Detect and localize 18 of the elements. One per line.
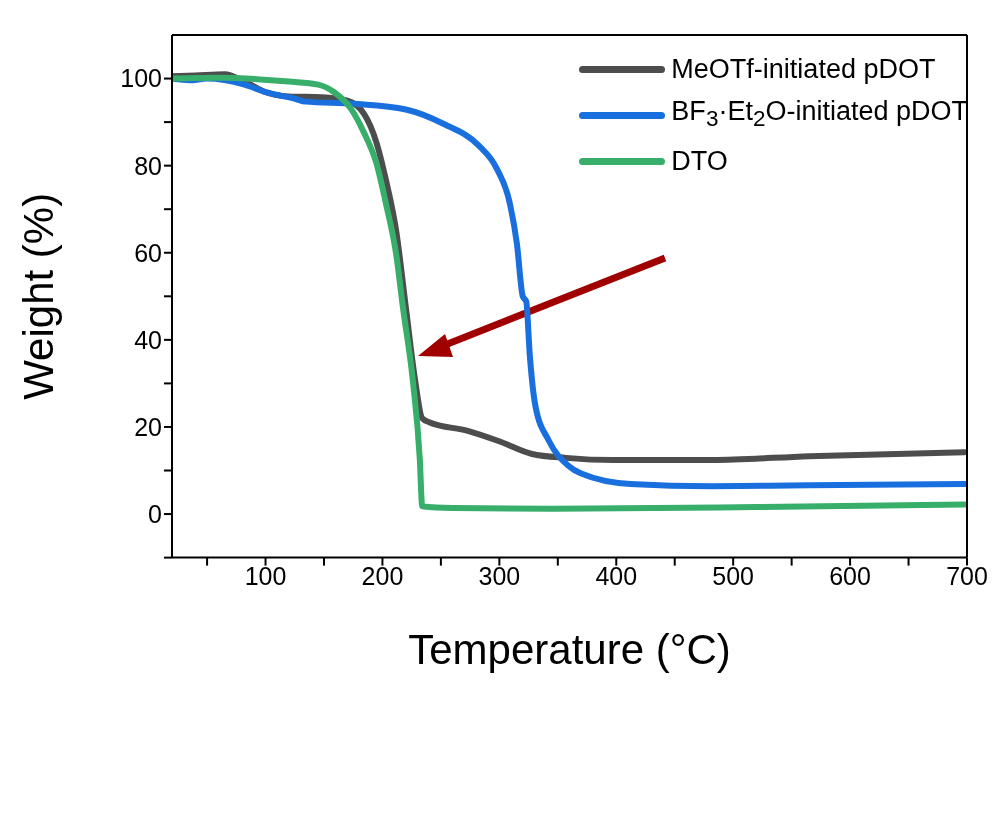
x-tick-label: 100: [244, 562, 287, 591]
y-tick-label: 100: [120, 64, 162, 93]
x-tick-label: 500: [712, 562, 755, 591]
y-axis-title: Weight (%): [14, 192, 62, 400]
legend-label: BF$_{3}$·Et$_{2}$O-initiated pDOT: [671, 95, 968, 134]
x-tick-label: 700: [946, 562, 988, 591]
x-tick-label: 600: [829, 562, 871, 591]
legend-label: MeOTf-initiated pDOT: [671, 53, 936, 86]
y-tick-label: 60: [134, 238, 162, 267]
x-axis-title: Temperature (°C): [408, 625, 731, 673]
x-tick-label: 300: [478, 562, 521, 591]
x-tick-label: 400: [595, 562, 638, 591]
y-tick-label: 80: [134, 151, 162, 180]
y-tick-label: 20: [134, 412, 162, 441]
legend-label: DTO: [671, 145, 728, 179]
x-tick-label: 200: [361, 562, 404, 591]
y-tick-label: 40: [134, 325, 162, 354]
y-tick-label: 0: [148, 499, 162, 528]
